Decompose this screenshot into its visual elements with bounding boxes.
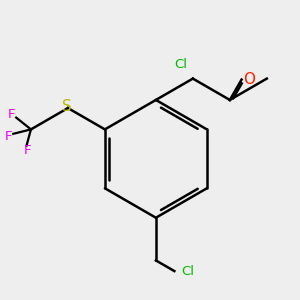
Text: F: F [5, 130, 13, 143]
Text: F: F [8, 108, 16, 121]
Text: S: S [61, 99, 71, 114]
Text: F: F [24, 143, 32, 157]
Text: O: O [243, 72, 255, 87]
Text: Cl: Cl [175, 58, 188, 71]
Text: Cl: Cl [182, 265, 195, 278]
